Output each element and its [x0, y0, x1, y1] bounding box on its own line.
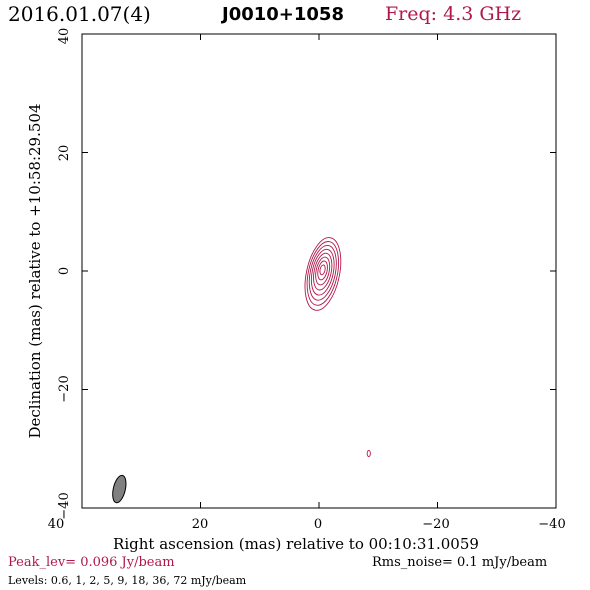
y-tick-label: 40: [57, 28, 72, 45]
peak-level-text: Peak_lev= 0.096 Jy/beam: [8, 555, 175, 570]
x-axis-label: Right ascension (mas) relative to 00:10:…: [113, 535, 479, 553]
source-contours: [304, 237, 342, 311]
contour-level: [304, 237, 342, 311]
y-tick-label: 20: [57, 145, 72, 162]
rms-noise-text: Rms_noise= 0.1 mJy/beam: [372, 555, 548, 570]
y-tick-label: −20: [57, 375, 72, 402]
y-tick-label: 0: [57, 267, 72, 275]
x-tick-label: 20: [192, 517, 209, 532]
source-name-title: J0010+1058: [222, 4, 344, 25]
contour-level: [308, 244, 337, 301]
y-tick-label: −40: [57, 492, 72, 519]
beam-ellipse: [112, 474, 127, 504]
contour-level: [310, 248, 335, 296]
x-tick-label: 0: [314, 517, 322, 532]
x-tick-label: −20: [422, 517, 449, 532]
observation-date-title: 2016.01.07(4): [8, 2, 151, 26]
x-tick-label: 40: [48, 517, 65, 532]
tick-marks: [81, 33, 557, 509]
frequency-title: Freq: 4.3 GHz: [385, 3, 522, 25]
noise-contour: [366, 450, 371, 457]
x-tick-label: −40: [538, 517, 565, 532]
contour-level: [306, 241, 340, 306]
plot-frame: [81, 33, 557, 509]
y-axis-label: Declination (mas) relative to +10:58:29.…: [26, 103, 44, 438]
contour-level: [319, 264, 326, 276]
contour-level: [313, 252, 333, 291]
contour-level: [317, 260, 328, 281]
contour-levels-text: Levels: 0.6, 1, 2, 5, 9, 18, 36, 72 mJy/…: [8, 574, 247, 587]
contour-level: [315, 256, 331, 286]
